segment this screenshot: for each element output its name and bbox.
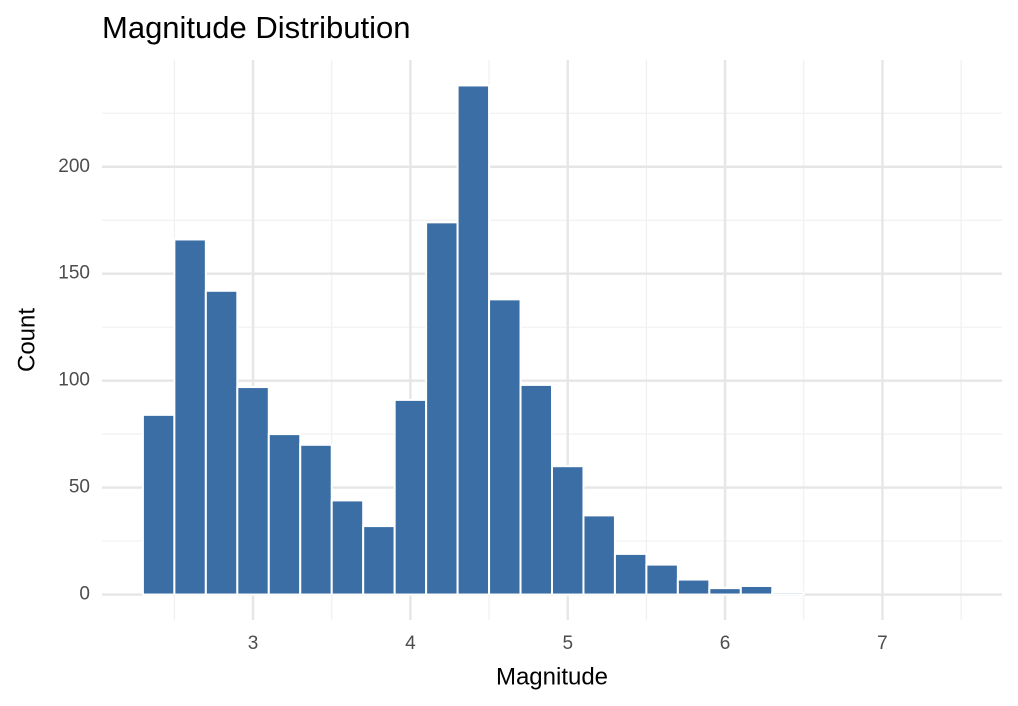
bar [330, 499, 365, 596]
bar [551, 465, 585, 596]
bar [519, 383, 554, 596]
bar [645, 563, 679, 596]
x-axis-label: Magnitude [496, 663, 608, 690]
x-tick-label: 5 [562, 633, 573, 654]
bar [676, 578, 711, 596]
y-tick-label: 150 [58, 263, 90, 284]
bar [425, 221, 459, 596]
x-tick-label: 7 [877, 633, 888, 654]
x-tick-label: 4 [405, 633, 416, 654]
bar [173, 238, 207, 596]
bar [613, 552, 648, 596]
y-axis-label: Count [13, 308, 40, 372]
bar [456, 84, 491, 596]
bar [708, 587, 742, 596]
y-tick-label: 50 [69, 477, 90, 498]
bar [141, 413, 176, 596]
bar [236, 386, 270, 596]
bar [299, 443, 333, 596]
bar [267, 433, 302, 596]
bar [739, 584, 774, 596]
bar [393, 398, 428, 596]
bar [771, 591, 805, 596]
chart-title: Magnitude Distribution [102, 10, 410, 45]
bar [362, 525, 396, 596]
y-tick-label: 200 [58, 156, 90, 177]
bar [204, 289, 239, 596]
x-tick-label: 6 [720, 633, 731, 654]
bar [582, 514, 616, 596]
bar [488, 298, 522, 596]
y-tick-label: 100 [58, 370, 90, 391]
x-tick-label: 3 [248, 633, 259, 654]
y-tick-label: 0 [79, 584, 90, 605]
